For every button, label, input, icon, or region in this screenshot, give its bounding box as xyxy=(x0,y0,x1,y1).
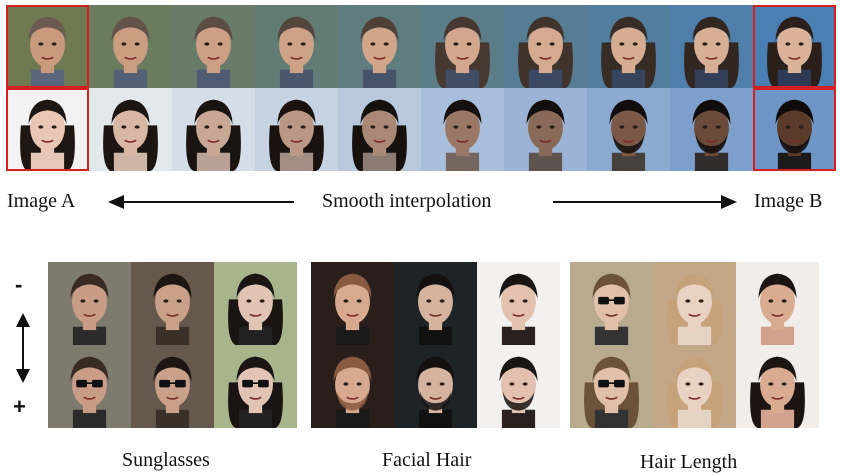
interpolation-frame xyxy=(421,5,504,88)
attribute-caption-hair-length: Hair Length xyxy=(640,451,738,473)
interpolation-frame xyxy=(172,88,255,171)
hair-length-example-plus xyxy=(736,345,819,428)
interpolation-frame xyxy=(89,5,172,88)
interpolation-frame xyxy=(255,5,338,88)
interpolation-frame xyxy=(587,5,670,88)
interpolation-frame xyxy=(504,88,587,171)
minus-sign: - xyxy=(15,272,23,297)
hair-length-example-minus xyxy=(736,262,819,345)
facial-hair-example-minus xyxy=(394,262,477,345)
sunglasses-example-plus xyxy=(214,345,297,428)
interpolation-frame xyxy=(338,88,421,171)
long-right-arrow-icon xyxy=(553,195,737,209)
attribute-caption-sunglasses: Sunglasses xyxy=(122,449,210,471)
sunglasses-example-minus xyxy=(48,262,131,345)
facial-hair-example-minus xyxy=(311,262,394,345)
hair-length-example-plus xyxy=(653,345,736,428)
sunglasses-example-minus xyxy=(214,262,297,345)
interpolation-frame xyxy=(338,5,421,88)
facial-hair-example-plus xyxy=(477,345,560,428)
double-headed-vertical-arrow-icon xyxy=(16,313,30,383)
attribute-caption-facial-hair: Facial Hair xyxy=(382,449,472,471)
long-left-arrow-icon xyxy=(108,195,294,209)
interpolation-frame xyxy=(89,88,172,171)
sunglasses-example-plus xyxy=(131,345,214,428)
interpolation-frame xyxy=(670,5,753,88)
interpolation-frame xyxy=(753,88,836,171)
plus-sign: + xyxy=(13,394,26,419)
hair-length-example-minus xyxy=(570,262,653,345)
facial-hair-example-minus xyxy=(477,262,560,345)
interpolation-frame xyxy=(587,88,670,171)
sunglasses-example-minus xyxy=(131,262,214,345)
interpolation-frame xyxy=(504,5,587,88)
interpolation-frame xyxy=(753,5,836,88)
interpolation-frame xyxy=(172,5,255,88)
interpolation-frame xyxy=(6,5,89,88)
image-a-label: Image A xyxy=(7,190,76,212)
hair-length-example-minus xyxy=(653,262,736,345)
facial-hair-example-plus xyxy=(311,345,394,428)
interpolation-frame xyxy=(6,88,89,171)
interpolation-frame xyxy=(255,88,338,171)
interpolation-frame xyxy=(670,88,753,171)
sunglasses-example-plus xyxy=(48,345,131,428)
hair-length-example-plus xyxy=(570,345,653,428)
image-b-label: Image B xyxy=(754,190,823,212)
facial-hair-example-plus xyxy=(394,345,477,428)
interpolation-frame xyxy=(421,88,504,171)
interpolation-label: Smooth interpolation xyxy=(322,190,492,212)
